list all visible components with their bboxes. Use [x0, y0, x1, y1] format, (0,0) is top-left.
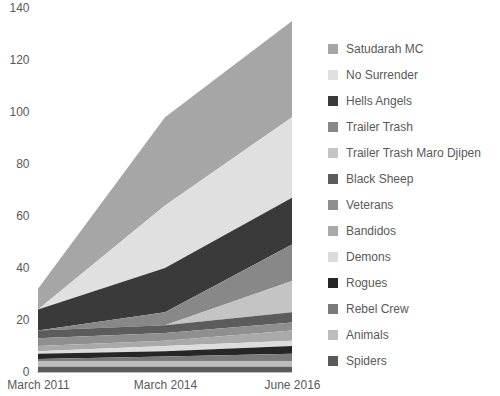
- html-text:Veterans: Veterans: [346, 198, 394, 212]
- svg-text:80: 80: [16, 157, 30, 171]
- html-text:Demons: Demons: [346, 250, 391, 264]
- svg-text:20: 20: [16, 313, 30, 327]
- html-text:Black Sheep: Black Sheep: [346, 172, 414, 186]
- svg-text:140: 140: [9, 1, 29, 15]
- html-text:Rogues: Rogues: [346, 276, 388, 290]
- svg-text:60: 60: [16, 209, 30, 223]
- svg-text:120: 120: [9, 53, 29, 67]
- html-text:No Surrender: No Surrender: [346, 68, 418, 82]
- html-text:Bandidos: Bandidos: [346, 224, 396, 238]
- html-text:Trailer Trash Maro Djipen: Trailer Trash Maro Djipen: [346, 146, 481, 160]
- svg-text:0: 0: [22, 365, 30, 380]
- svg-text:March 2011: March 2011: [7, 378, 70, 392]
- html-text:Spiders: Spiders: [346, 354, 387, 368]
- html-text:Animals: Animals: [346, 328, 389, 342]
- html-text:Hells Angels: Hells Angels: [346, 94, 412, 108]
- svg-text:40: 40: [16, 261, 30, 275]
- svg-text:100: 100: [9, 105, 29, 119]
- svg-text:June 2016: June 2016: [264, 378, 320, 392]
- html-text:Rebel Crew: Rebel Crew: [346, 302, 409, 316]
- html-text:Trailer Trash: Trailer Trash: [346, 120, 413, 134]
- svg-text:March 2014: March 2014: [134, 378, 198, 392]
- html-text:Satudarah MC: Satudarah MC: [346, 42, 424, 56]
